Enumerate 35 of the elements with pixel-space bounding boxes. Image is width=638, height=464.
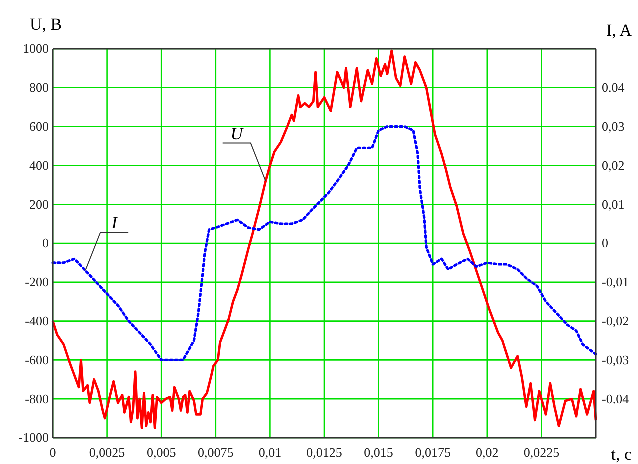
y2-tick-label: -0,02 — [602, 313, 630, 328]
line-series — [52, 126, 598, 362]
x-tick-label: 0,0225 — [524, 445, 560, 460]
y-tick-label: -400 — [25, 313, 49, 328]
y2-tick-label: 0.04 — [602, 80, 626, 96]
y-tick-label: -600 — [25, 352, 49, 368]
series-label: U — [230, 124, 245, 144]
text: I — [110, 214, 119, 233]
y2-tick-label: 0,01 — [602, 196, 625, 212]
x-tick-label: 0,0175 — [415, 445, 451, 460]
y2-axis-title: I, A — [606, 21, 633, 40]
y-tick-label: 200 — [30, 196, 49, 212]
y-tick-label: -1000 — [18, 430, 49, 446]
y2-tick-label: -0,03 — [602, 352, 630, 368]
y2-tick-label: 0,02 — [602, 158, 625, 173]
x-tick-label: 0,0025 — [89, 445, 126, 460]
x-tick-label: 0,0125 — [306, 445, 342, 460]
y-tick-label: 600 — [30, 118, 49, 134]
x-tick-label: 0,02 — [476, 445, 499, 460]
y-tick-label: 1000 — [23, 41, 49, 56]
y-tick-label: -800 — [25, 391, 49, 406]
y-tick-label: 800 — [30, 80, 49, 96]
y-tick-label: -200 — [25, 274, 49, 290]
y2-tick-label: -0,01 — [602, 274, 630, 290]
x-axis-title: t, c — [611, 445, 632, 464]
y2-tick-label: 0,03 — [602, 118, 625, 134]
x-tick-label: 0,015 — [364, 445, 394, 460]
y2-tick-label: -0.04 — [602, 391, 630, 406]
y-tick-label: 400 — [30, 158, 49, 173]
x-tick-label: 0,005 — [146, 445, 176, 460]
y2-tick-label: 0 — [602, 236, 608, 251]
x-tick-label: 0,0075 — [198, 445, 234, 460]
x-tick-label: 0,01 — [258, 445, 282, 460]
y-axis-title: U, B — [30, 15, 62, 34]
y-tick-label: 0 — [42, 236, 49, 251]
